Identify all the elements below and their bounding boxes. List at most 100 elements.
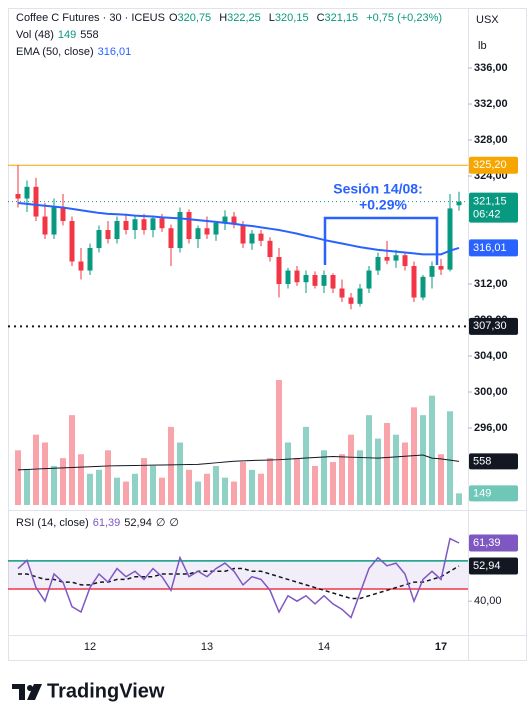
volume-bar	[411, 407, 417, 505]
ohlc-l: L320,15	[269, 12, 313, 24]
brand-logo	[12, 684, 42, 700]
candle-body	[303, 275, 309, 283]
volume-bar	[312, 465, 318, 505]
volume-bar	[123, 481, 129, 505]
volume-ma-box	[469, 453, 518, 470]
candle-body	[69, 221, 75, 262]
volume-bar	[447, 411, 453, 505]
volume-bar	[258, 473, 264, 505]
candle-body	[429, 266, 435, 277]
volume-bar	[42, 442, 48, 505]
candle-body	[51, 207, 57, 235]
candle-body	[87, 248, 93, 271]
last-price-box	[469, 192, 518, 223]
candle-body	[177, 212, 183, 249]
candle-body	[78, 261, 84, 271]
volume-bar	[240, 462, 246, 505]
rsi-line	[18, 565, 460, 600]
volume-bar	[159, 477, 165, 505]
candle-body	[330, 275, 336, 289]
ohlc-value: 320,75	[177, 12, 212, 24]
candle-body	[105, 230, 111, 240]
brand-logo-dot	[27, 685, 33, 691]
ema-title: EMA (50, close)	[16, 46, 94, 58]
price-line-box	[469, 317, 518, 335]
candle-body	[195, 228, 201, 240]
volume-bar	[96, 469, 102, 505]
ema-line	[17, 202, 460, 256]
ohlc-h: H322,25	[219, 12, 265, 24]
y-tick-label: 304,00	[474, 350, 508, 362]
candle-body	[213, 222, 219, 235]
rsi-ma-value: 52,94	[124, 517, 152, 529]
volume-bar	[348, 434, 354, 505]
currency: USX	[476, 14, 499, 26]
volume-bar	[24, 469, 30, 505]
candle-body	[456, 201, 462, 206]
volume-bar	[69, 415, 75, 505]
volume-bar	[366, 415, 372, 505]
unit: lb	[478, 40, 487, 52]
change: +0,75 (+0,23%)	[366, 12, 443, 24]
volume-legend: Vol (48) 149 558	[16, 28, 103, 42]
candle-body	[375, 257, 381, 271]
y-tick-label: 336,00	[474, 62, 508, 74]
volume-bar	[150, 465, 156, 505]
ohlc-value: 320,15	[274, 12, 309, 24]
rsi-title: RSI (14, close)	[16, 517, 89, 529]
volume-ma-label: 558	[473, 455, 491, 467]
price-line-box	[469, 156, 518, 174]
candle-body	[366, 270, 372, 289]
candle-body	[150, 218, 156, 231]
candle-body	[357, 288, 363, 304]
candle-body	[132, 219, 138, 231]
volume-bar	[195, 481, 201, 505]
last-price-label: 321,15	[473, 196, 507, 208]
ohlc-c: C321,15	[317, 12, 363, 24]
candle-body	[258, 233, 264, 241]
volume-bar	[402, 442, 408, 505]
ohlc-key: L	[268, 12, 275, 24]
price-line-label: 307,30	[473, 320, 507, 332]
candle-body	[15, 194, 21, 199]
volume-bar	[213, 465, 219, 505]
ohlc-key: H	[219, 12, 228, 24]
volume-bar	[267, 458, 273, 505]
x-tick-label: 13	[201, 641, 213, 653]
candle-body	[312, 275, 318, 286]
volume-bar	[87, 473, 93, 505]
candle-body	[249, 233, 255, 244]
candle-body	[420, 276, 426, 298]
candle-body	[204, 228, 210, 235]
ohlc-value: 322,25	[227, 12, 261, 24]
rsi-band-fill	[8, 560, 468, 589]
ema-box	[469, 239, 518, 257]
volume-bar	[303, 426, 309, 505]
volume-box	[469, 485, 518, 502]
ohlc-key: O	[168, 12, 178, 24]
annotation: +0.29%	[359, 197, 407, 213]
volume-bar	[330, 462, 336, 505]
volume-bar	[78, 454, 84, 505]
candle-body	[168, 228, 174, 249]
candle-body	[222, 216, 228, 223]
candle-body	[159, 218, 165, 229]
candle-body	[402, 255, 408, 267]
candle-body	[348, 297, 354, 304]
session-bracket	[323, 216, 439, 265]
volume-bar	[177, 442, 183, 505]
candle-body	[294, 270, 300, 283]
countdown: 06:42	[473, 209, 501, 221]
rsi-extra: ∅	[155, 517, 166, 529]
ema-value: 316,01	[97, 46, 132, 58]
candle-body	[33, 186, 39, 217]
volume-bar	[222, 477, 228, 505]
volume-bar	[186, 469, 192, 505]
volume-bar	[384, 422, 390, 505]
candle-body	[393, 255, 399, 261]
candle-body	[114, 221, 120, 240]
volume-bar	[231, 481, 237, 505]
y-tick-label: 332,00	[474, 98, 508, 110]
